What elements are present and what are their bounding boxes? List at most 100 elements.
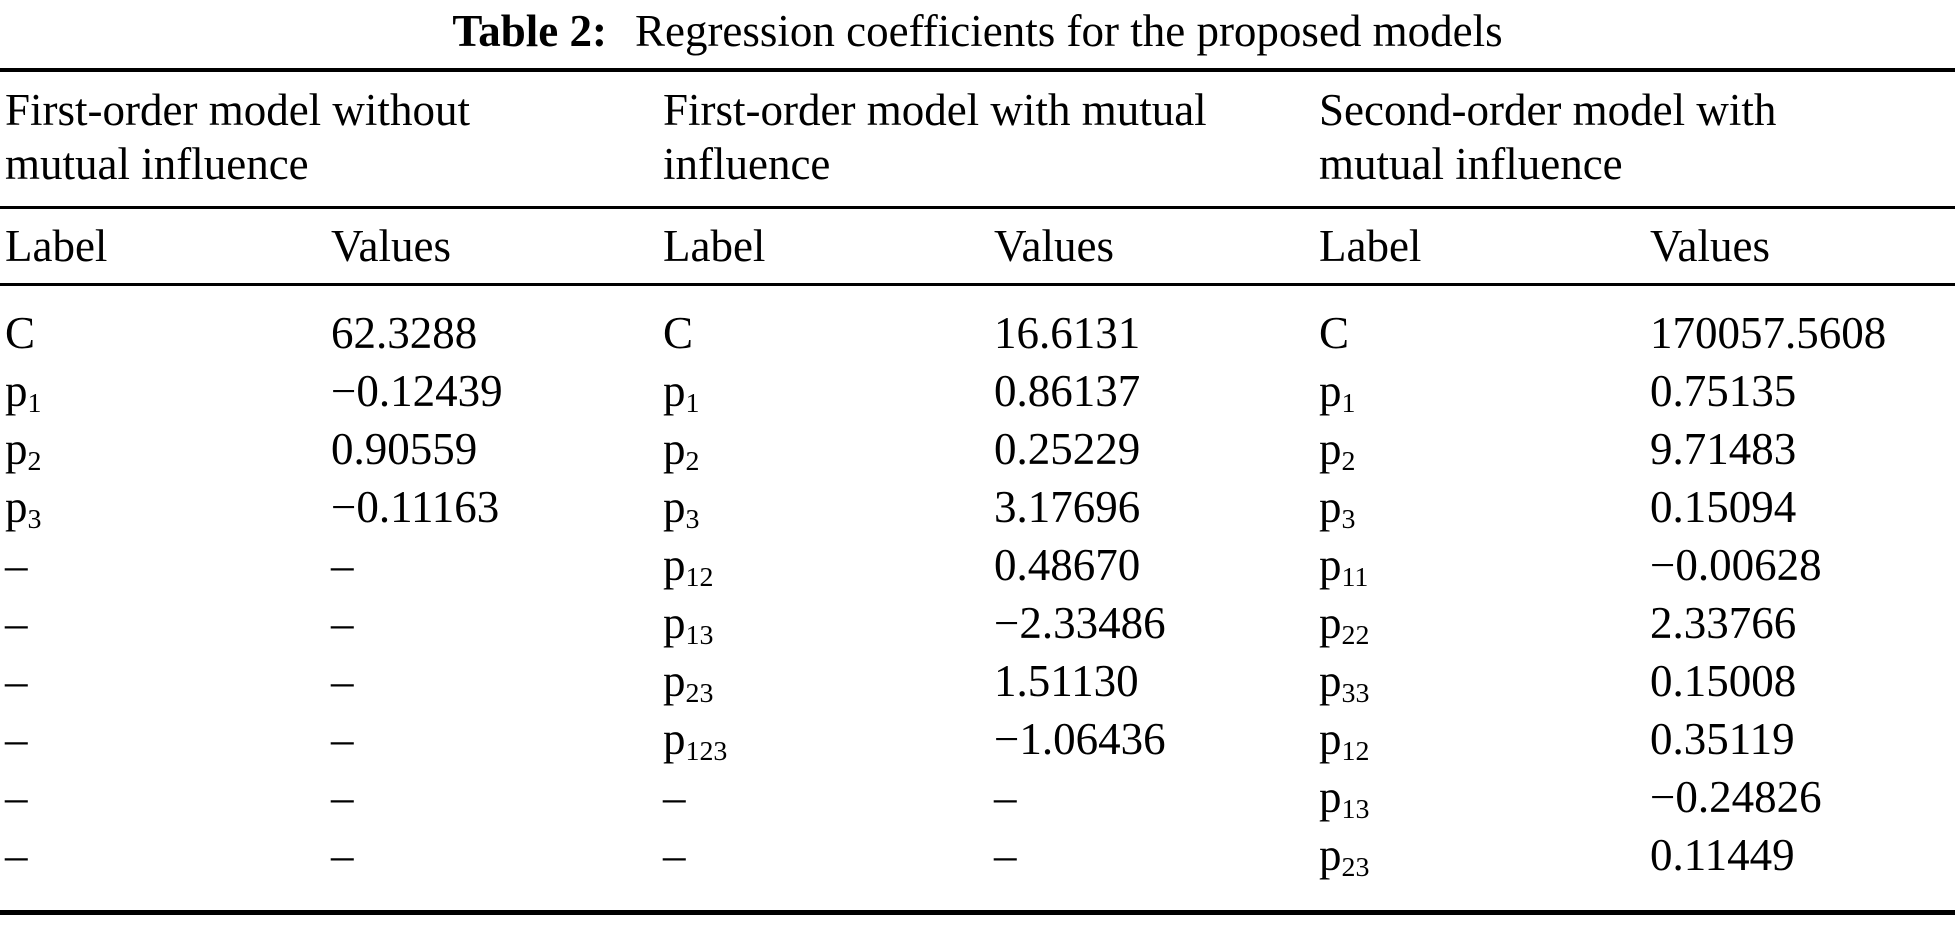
row-value: – [994,772,1017,822]
group-header-line: mutual influence [1319,139,1623,189]
row-label: – [5,772,28,822]
table-caption: Table 2: Regression coefficients for the … [0,0,1955,68]
group-header-first-order-without: First-order model without mutual influen… [5,83,663,206]
row-label: p1 [663,366,700,420]
row-label-subscript: 1 [685,388,700,420]
row-value: – [331,656,354,706]
row-value: −2.33486 [994,598,1166,648]
row-label: p33 [1319,656,1370,710]
row-label: p2 [1319,424,1356,478]
column-header-label: Label [1319,221,1422,271]
row-label: p2 [663,424,700,478]
row-label-subscript: 2 [27,446,42,478]
row-value: −0.24826 [1650,772,1822,822]
table-bottom-rule [0,910,1955,915]
row-label: – [5,830,28,880]
row-label: p22 [1319,598,1370,652]
row-label-subscript: 1 [1341,388,1356,420]
group-header-line: mutual influence [5,139,309,189]
row-label: – [663,830,686,880]
table-body: C 62.3288 p1 −0.12439 p2 0.90559 p3 −0.11163 – – –… [0,286,1955,910]
group-header-line: Second-order model with [1319,85,1777,135]
row-label: p1 [5,366,42,420]
row-label: p2 [5,424,42,478]
column-header-label: Label [5,221,108,271]
row-label-subscript: 22 [1341,620,1370,652]
row-label-subscript: 13 [1341,794,1370,826]
row-value: – [331,772,354,822]
table-caption-label: Table 2: [452,6,607,56]
row-value: 0.15094 [1650,482,1797,532]
row-value: – [331,714,354,764]
row-label: – [5,540,28,590]
row-label: p23 [1319,830,1370,884]
row-label-subscript: 12 [1341,736,1370,768]
row-label-subscript: 3 [27,504,42,536]
group-header-second-order-with: Second-order model with mutual influence [1319,83,1955,206]
row-value: 0.25229 [994,424,1141,474]
row-label-subscript: 3 [1341,504,1356,536]
row-label-subscript: 3 [685,504,700,536]
row-label-subscript: 2 [1341,446,1356,478]
group-header-first-order-with: First-order model with mutual influence [663,83,1319,206]
column-header-label: Label [663,221,766,271]
row-value: 0.86137 [994,366,1141,416]
row-label: – [5,656,28,706]
row-label: p12 [663,540,714,594]
row-label-subscript: 23 [1341,852,1370,884]
row-value: – [331,830,354,880]
row-label: p3 [1319,482,1356,536]
row-value: 16.6131 [994,308,1141,358]
row-label: p1 [1319,366,1356,420]
group-header-line: First-order model with mutual [663,85,1207,135]
row-value: 0.11449 [1650,830,1795,880]
row-label-subscript: 12 [685,562,714,594]
group-header-rule [0,206,1955,209]
row-value: −0.00628 [1650,540,1822,590]
row-value: 0.75135 [1650,366,1797,416]
row-label: p3 [663,482,700,536]
row-label: – [5,714,28,764]
row-label: p12 [1319,714,1370,768]
row-value: 3.17696 [994,482,1141,532]
column-header-values: Values [1650,221,1770,271]
table-top-rule [0,68,1955,72]
row-label-subscript: 33 [1341,678,1370,710]
row-label-subscript: 23 [685,678,714,710]
column-header-values: Values [994,221,1114,271]
row-value: 0.48670 [994,540,1141,590]
table-caption-text: Regression coefficients for the proposed… [634,6,1503,56]
group-header-line: influence [663,139,831,189]
row-value: 0.35119 [1650,714,1795,764]
row-label: p13 [1319,772,1370,826]
row-value: −0.12439 [331,366,503,416]
row-value: −1.06436 [994,714,1166,764]
group-header-row: First-order model without mutual influen… [0,72,1955,206]
row-value: 0.90559 [331,424,478,474]
row-label: C [5,308,36,358]
row-label-subscript: 123 [685,736,728,768]
row-label-subscript: 13 [685,620,714,652]
row-label: p11 [1319,540,1369,594]
row-value: – [331,598,354,648]
column-header-values: Values [331,221,451,271]
row-label-subscript: 2 [685,446,700,478]
row-label: C [1319,308,1350,358]
row-value: 0.15008 [1650,656,1797,706]
row-value: 170057.5608 [1650,308,1887,358]
row-label-subscript: 11 [1341,562,1369,594]
row-value: – [994,830,1017,880]
row-label-subscript: 1 [27,388,42,420]
row-value: 62.3288 [331,308,478,358]
row-value: 2.33766 [1650,598,1797,648]
column-header-row: Label Values Label Values Label Values [0,209,1955,283]
group-header-line: First-order model without [5,85,470,135]
row-value: −0.11163 [331,482,500,532]
row-value: 9.71483 [1650,424,1797,474]
row-value: 1.51130 [994,656,1139,706]
row-label: p13 [663,598,714,652]
row-label: p3 [5,482,42,536]
row-label: C [663,308,694,358]
row-label: p123 [663,714,728,768]
